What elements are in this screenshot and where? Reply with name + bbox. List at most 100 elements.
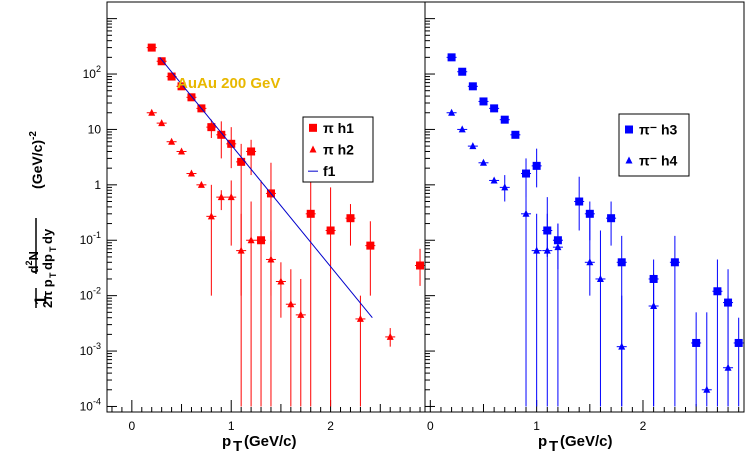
right-panel: 0 1 2 π⁻ h3 π⁻ h4 <box>424 1 745 433</box>
data-point-square <box>147 43 156 52</box>
data-point-triangle <box>448 108 456 116</box>
legend-label: π⁻ h3 <box>639 122 678 138</box>
data-point-triangle <box>197 180 205 188</box>
legend-marker-triangle <box>625 156 633 164</box>
data-point-triangle <box>277 277 285 285</box>
data-point-square <box>227 139 236 148</box>
svg-text:(GeV/c): (GeV/c) <box>560 433 613 450</box>
data-point-triangle <box>596 274 604 282</box>
data-point-square <box>416 261 425 270</box>
y-tick-label: 10-4 <box>80 396 101 413</box>
y-tick-label: 10-2 <box>80 286 101 303</box>
data-point-square <box>447 53 456 62</box>
x-tick-label: 2 <box>327 419 334 433</box>
series--h4 <box>446 108 734 407</box>
energy-annotation: AuAu 200 GeV <box>177 75 280 92</box>
data-point-triangle <box>187 169 195 177</box>
data-point-square <box>617 258 626 267</box>
data-point-square <box>257 236 266 245</box>
fit-line <box>159 57 373 319</box>
data-point-square <box>734 338 743 347</box>
data-point-triangle <box>227 193 235 201</box>
data-point-square <box>607 214 616 223</box>
data-point-triangle <box>724 363 732 371</box>
data-point-square <box>490 104 499 113</box>
svg-text:T: T <box>48 246 58 252</box>
data-point-triangle <box>501 183 509 191</box>
data-point-triangle <box>297 310 305 318</box>
data-point-square <box>670 258 679 267</box>
data-point-triangle <box>237 246 245 254</box>
data-point-triangle <box>554 243 562 251</box>
data-point-triangle <box>356 314 364 322</box>
legend-marker-triangle <box>309 145 317 153</box>
y-tick-label: 10-1 <box>80 230 101 247</box>
data-point-square <box>247 147 256 156</box>
series-f1 <box>159 57 373 319</box>
data-point-square <box>468 82 477 91</box>
svg-text:dp: dp <box>40 254 55 270</box>
y-tick-label: 10 <box>88 122 102 136</box>
data-point-triangle <box>217 193 225 201</box>
data-point-triangle <box>458 125 466 133</box>
legend-label: π h2 <box>323 142 354 158</box>
data-point-triangle <box>178 147 186 155</box>
data-point-triangle <box>618 342 626 350</box>
y-tick-label: 1 <box>94 178 101 192</box>
legend-label: f1 <box>323 163 336 179</box>
svg-text:p: p <box>222 433 231 450</box>
legend-marker-square <box>309 123 317 132</box>
data-point-square <box>511 130 520 139</box>
data-point-triangle <box>158 119 166 127</box>
svg-text:(GeV/c): (GeV/c) <box>244 433 297 450</box>
y-tick-label: 102 <box>83 64 101 81</box>
data-point-triangle <box>650 302 658 310</box>
data-point-square <box>479 97 488 106</box>
data-point-square <box>237 157 246 166</box>
data-point-triangle <box>386 332 394 340</box>
data-point-square <box>306 209 315 218</box>
data-point-triangle <box>479 158 487 166</box>
data-point-square <box>177 82 186 91</box>
data-point-triangle <box>168 137 176 145</box>
data-point-triangle <box>543 246 551 254</box>
data-point-square <box>458 67 467 76</box>
y-tick-label: 10-3 <box>80 341 101 358</box>
x-axis-title-left: p T (GeV/c) <box>222 433 297 455</box>
data-point-square <box>532 161 541 170</box>
data-point-square <box>575 197 584 206</box>
y-axis-title-denominators: 2π p T dp T dy <box>35 218 58 308</box>
data-point-square <box>366 241 375 250</box>
svg-text:T: T <box>48 272 58 278</box>
x-tick-label: 0 <box>427 419 434 433</box>
data-point-square <box>346 214 355 223</box>
data-point-triangle <box>148 108 156 116</box>
data-point-square <box>500 115 509 124</box>
data-point-square <box>207 123 216 132</box>
data-point-triangle <box>247 236 255 244</box>
x-tick-label: 2 <box>640 419 647 433</box>
legend-label: π h1 <box>323 120 354 136</box>
data-point-triangle <box>490 176 498 184</box>
legend-marker-square <box>625 125 633 134</box>
data-point-triangle <box>586 258 594 266</box>
legend-label: π⁻ h4 <box>639 153 678 169</box>
svg-text:1 d2N (GeV/c)-2: 1 d2N (GeV/c)-2 <box>24 131 50 305</box>
data-point-triangle <box>522 209 530 217</box>
svg-text:2π p: 2π p <box>40 279 55 308</box>
y-axis-title: 1 d2N (GeV/c)-2 <box>24 131 50 305</box>
data-point-square <box>692 338 701 347</box>
data-point-square <box>157 57 166 66</box>
x-tick-label: 1 <box>533 419 540 433</box>
legend-box <box>618 113 690 177</box>
data-point-triangle <box>703 385 711 393</box>
x-axis-title-right: p T (GeV/c) <box>538 433 613 455</box>
legend: π h1 π h2 f1 <box>302 116 374 183</box>
svg-text:dy: dy <box>40 228 55 244</box>
data-point-square <box>187 93 196 102</box>
svg-text:T: T <box>233 438 242 455</box>
series--h3 <box>446 53 744 407</box>
data-point-square <box>713 287 722 296</box>
left-panel: 10-4 10-3 10-2 10-1 1 10 102 0 1 2 π h1 π h2 f1 <box>80 1 426 433</box>
